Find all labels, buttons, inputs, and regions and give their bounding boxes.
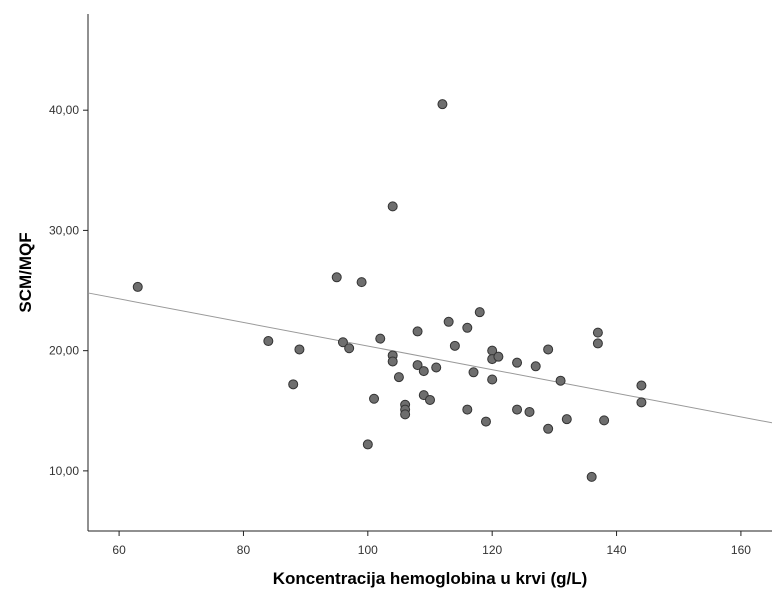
data-point [356,277,367,288]
data-point [462,322,473,333]
x-tick-label: 140 [607,543,627,557]
data-point [555,375,566,386]
y-axis-ticks: 10,00 20,00 30,00 40,00 [49,103,88,478]
data-point [418,366,429,377]
data-point [443,316,454,327]
data-point [400,409,411,420]
y-tick-label: 40,00 [49,103,79,117]
data-point [468,367,479,378]
data-point [337,337,348,348]
data-point [375,333,386,344]
data-point [561,414,572,425]
data-point [480,416,491,427]
data-point [412,360,423,371]
x-tick-label: 120 [482,543,502,557]
data-point [474,307,485,318]
data-point [524,406,535,417]
data-point [530,361,541,372]
y-tick-label: 20,00 [49,344,79,358]
data-point [425,394,435,405]
data-point [437,99,448,110]
data-point [543,344,554,355]
y-axis-title: SCM/MQF [16,232,35,312]
y-tick-label: 30,00 [49,223,79,237]
data-point [586,471,597,482]
data-point [543,423,554,434]
data-point [288,379,299,390]
data-point [592,338,603,349]
data-point [449,340,460,351]
data-point [344,343,355,354]
data-point [599,415,610,426]
data-point [393,372,404,383]
regression-line [87,292,772,424]
data-point [636,380,647,391]
x-tick-label: 60 [112,543,126,557]
data-point [636,397,647,408]
data-point [387,356,398,367]
data-points [132,99,647,482]
data-point [592,327,603,338]
data-point [369,393,380,404]
data-point [431,362,442,373]
x-tick-label: 160 [731,543,751,557]
data-point [512,357,523,368]
y-tick-label: 10,00 [49,464,79,478]
data-point [362,439,373,450]
data-point [294,344,305,355]
data-point [331,272,342,283]
axes [87,14,772,532]
data-point [487,374,498,385]
data-point [132,281,143,292]
x-tick-label: 80 [237,543,251,557]
data-point [263,336,274,347]
x-axis-ticks: 60 80 100 120 140 160 [112,531,751,557]
x-axis-title: Koncentracija hemoglobina u krvi (g/L) [273,569,588,588]
data-point [462,404,473,415]
x-tick-label: 100 [358,543,378,557]
data-point [493,351,504,362]
data-point [512,404,523,415]
data-point [412,326,423,337]
data-point [387,201,398,212]
